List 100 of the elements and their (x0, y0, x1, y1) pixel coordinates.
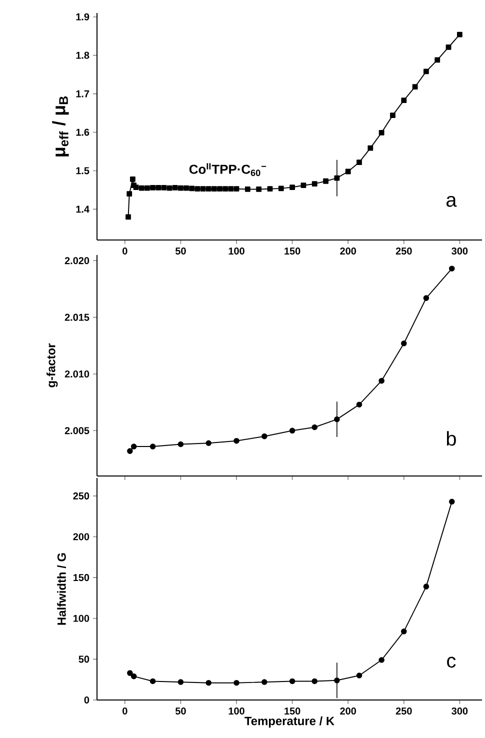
point (300, 182, 306, 188)
point (400, 628, 407, 634)
x-tick-label: 150 (284, 708, 300, 715)
point (178, 185, 184, 191)
point (390, 112, 396, 118)
point (172, 184, 178, 190)
y-tick-label: 50 (78, 656, 90, 663)
point (138, 185, 144, 191)
point (278, 186, 284, 192)
point (289, 428, 296, 434)
point (127, 670, 133, 676)
y-axis-title: g-factor (46, 343, 58, 388)
x-tick-label: 250 (396, 708, 412, 715)
x-tick-label: 200 (340, 248, 356, 255)
point (130, 176, 136, 182)
point (234, 438, 240, 444)
point (289, 678, 296, 684)
point (184, 185, 189, 191)
y-tick-label: 200 (73, 533, 90, 540)
point (448, 498, 455, 505)
point (368, 145, 374, 151)
point (206, 680, 212, 686)
point (423, 295, 430, 301)
point (412, 84, 418, 90)
y-axis-title: Halfwidth / G (57, 553, 66, 625)
point (448, 266, 455, 272)
point (126, 214, 131, 220)
point (217, 186, 222, 192)
point (206, 440, 212, 446)
y-tick-label: 0 (84, 696, 90, 704)
point (290, 184, 295, 190)
point (356, 160, 362, 165)
point (378, 130, 384, 136)
point (378, 657, 384, 663)
y-tick-label: 250 (73, 492, 90, 500)
point (334, 678, 340, 684)
point (150, 678, 156, 684)
point (378, 378, 384, 384)
y-tick-label: 2.010 (64, 370, 90, 378)
annotation: b (446, 431, 456, 446)
y-tick-label: 1.5 (76, 167, 90, 174)
x-tick-label: 250 (396, 248, 412, 255)
point (130, 673, 137, 680)
annotation: Co$^{II}$TPP·C$_{60}$− (189, 163, 266, 176)
y-tick-label: 2.005 (64, 427, 90, 434)
point (156, 184, 162, 190)
x-tick-label: 100 (228, 708, 244, 715)
x-tick-label: 50 (175, 708, 186, 715)
point (434, 57, 440, 63)
point (234, 680, 240, 686)
y-tick-label: 1.6 (76, 128, 90, 136)
y-tick-label: 2.020 (64, 257, 90, 264)
y-tick-label: 100 (73, 614, 90, 622)
point (194, 186, 200, 192)
point (161, 184, 167, 190)
x-axis-title: Temperature / K (244, 716, 334, 728)
annotation: a (446, 196, 457, 207)
y-tick-label: 1.7 (76, 90, 90, 98)
point (261, 679, 268, 685)
x-tick-label: 200 (340, 708, 356, 715)
x-tick-label: 300 (452, 708, 468, 715)
point (178, 679, 184, 685)
point (334, 175, 340, 181)
point (244, 186, 250, 192)
point (312, 181, 318, 187)
point (261, 433, 268, 440)
point (234, 186, 240, 192)
y-axis-title: μ$_{eff}$ / μ$_{B}$ (52, 96, 69, 156)
x-tick-label: 100 (228, 248, 244, 255)
point (200, 186, 206, 192)
point (312, 424, 318, 430)
point (150, 444, 156, 450)
point (356, 402, 362, 408)
point (323, 178, 328, 184)
y-tick-label: 150 (73, 574, 90, 582)
x-tick-label: 300 (452, 248, 468, 255)
point (130, 444, 137, 450)
y-tick-label: 1.9 (76, 13, 90, 20)
point (206, 186, 212, 192)
point (126, 191, 132, 197)
y-tick-label: 1.4 (76, 206, 90, 213)
point (228, 186, 234, 192)
x-tick-label: 50 (175, 248, 186, 255)
point (312, 678, 318, 684)
x-tick-label: 0 (122, 708, 128, 715)
point (150, 184, 156, 190)
point (334, 416, 340, 422)
x-tick-label: 0 (122, 248, 128, 255)
point (189, 186, 195, 192)
y-tick-label: 1.8 (76, 52, 90, 59)
point (345, 168, 351, 174)
x-tick-label: 150 (284, 248, 300, 255)
point (256, 186, 262, 192)
point (222, 186, 228, 192)
point (400, 340, 407, 346)
point (267, 186, 273, 192)
point (423, 584, 430, 590)
annotation: c (447, 656, 456, 668)
point (178, 441, 184, 448)
point (211, 186, 217, 192)
